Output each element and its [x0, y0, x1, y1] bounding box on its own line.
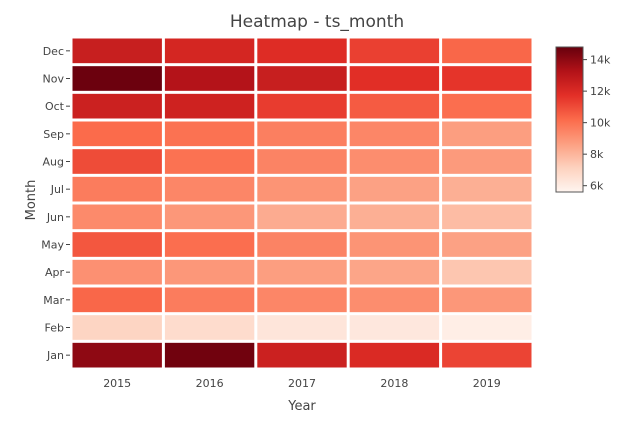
heatmap-cell: [164, 204, 255, 230]
heatmap-cell: [257, 315, 347, 340]
y-tick-label: Mar: [43, 294, 64, 307]
x-tick-label: 2018: [380, 377, 408, 390]
heatmap-cell: [442, 176, 532, 202]
heatmap-cell: [72, 315, 162, 340]
x-tick-label: 2016: [196, 377, 224, 390]
heatmap-cell: [72, 232, 162, 257]
y-tick-label: Aug: [43, 156, 64, 169]
heatmap-cell: [164, 176, 255, 202]
heatmap-cell: [442, 66, 532, 91]
heatmap-cell: [349, 342, 440, 368]
heatmap-cell: [164, 315, 255, 340]
colorbar-gradient: [555, 46, 584, 193]
heatmap-cell: [257, 259, 347, 285]
colorbar-legend: 6k 8k 10k 12k 14k: [555, 46, 611, 193]
heatmap-cell: [442, 342, 532, 368]
heatmap-cell: [72, 93, 162, 119]
heatmap-cell: [257, 66, 347, 91]
x-tick-label: 2017: [288, 377, 316, 390]
heatmap-cell: [72, 204, 162, 230]
heatmap-cell: [349, 66, 440, 91]
heatmap-cells: [72, 38, 532, 368]
x-axis-label: Year: [287, 399, 316, 414]
heatmap-cell: [442, 232, 532, 257]
heatmap-cell: [442, 38, 532, 64]
y-axis-ticks: Jan Feb Mar Apr May Jun Jul Aug Sep Oct Nov Dec: [41, 45, 70, 362]
heatmap-cell: [257, 342, 347, 368]
heatmap-cell: [442, 287, 532, 313]
heatmap-cell: [164, 232, 255, 257]
heatmap-cell: [164, 149, 255, 174]
y-tick-label: Sep: [43, 128, 64, 141]
y-tick-label: May: [41, 239, 64, 252]
heatmap-cell: [349, 287, 440, 313]
heatmap-cell: [442, 121, 532, 147]
heatmap-cell: [72, 121, 162, 147]
x-tick-label: 2019: [473, 377, 501, 390]
heatmap-cell: [442, 259, 532, 285]
heatmap-cell: [349, 121, 440, 147]
colorbar-tick-label: 8k: [590, 148, 604, 161]
heatmap-cell: [349, 232, 440, 257]
heatmap-cell: [164, 342, 255, 368]
heatmap-cell: [164, 287, 255, 313]
heatmap-cell: [164, 66, 255, 91]
heatmap-cell: [349, 315, 440, 340]
heatmap-cell: [72, 38, 162, 64]
y-tick-label: Oct: [45, 100, 65, 113]
heatmap-cell: [72, 287, 162, 313]
heatmap-cell: [442, 315, 532, 340]
heatmap-cell: [349, 204, 440, 230]
y-tick-label: Jan: [46, 349, 64, 362]
y-tick-label: Dec: [43, 45, 64, 58]
heatmap-cell: [257, 149, 347, 174]
heatmap-cell: [349, 93, 440, 119]
heatmap-cell: [257, 93, 347, 119]
heatmap-cell: [257, 176, 347, 202]
heatmap-cell: [72, 176, 162, 202]
heatmap-cell: [257, 204, 347, 230]
heatmap-cell: [257, 121, 347, 147]
heatmap-cell: [72, 66, 162, 91]
y-axis-label: Month: [24, 180, 39, 221]
x-axis-ticks: 2015 2016 2017 2018 2019: [103, 377, 501, 390]
colorbar-tick-label: 10k: [590, 117, 611, 130]
y-tick-label: Jun: [46, 211, 64, 224]
heatmap-cell: [349, 176, 440, 202]
y-tick-label: Feb: [45, 322, 64, 335]
heatmap-cell: [349, 259, 440, 285]
heatmap-cell: [164, 38, 255, 64]
x-tick-label: 2015: [103, 377, 131, 390]
heatmap-cell: [257, 232, 347, 257]
y-tick-label: Nov: [43, 73, 65, 86]
heatmap-cell: [442, 93, 532, 119]
colorbar-tick-label: 6k: [590, 180, 604, 193]
heatmap-cell: [72, 342, 162, 368]
heatmap-cell: [257, 287, 347, 313]
heatmap-cell: [164, 93, 255, 119]
heatmap-cell: [164, 121, 255, 147]
heatmap-cell: [72, 259, 162, 285]
heatmap-cell: [257, 38, 347, 64]
heatmap-cell: [349, 149, 440, 174]
heatmap-cell: [349, 38, 440, 64]
y-tick-label: Apr: [45, 266, 65, 279]
colorbar-tick-label: 14k: [590, 54, 611, 67]
heatmap-cell: [164, 259, 255, 285]
heatmap-cell: [72, 149, 162, 174]
chart-title: Heatmap - ts_month: [230, 12, 404, 32]
y-tick-label: Jul: [50, 183, 64, 196]
colorbar-tick-label: 12k: [590, 85, 611, 98]
heatmap-cell: [442, 149, 532, 174]
heatmap-cell: [442, 204, 532, 230]
